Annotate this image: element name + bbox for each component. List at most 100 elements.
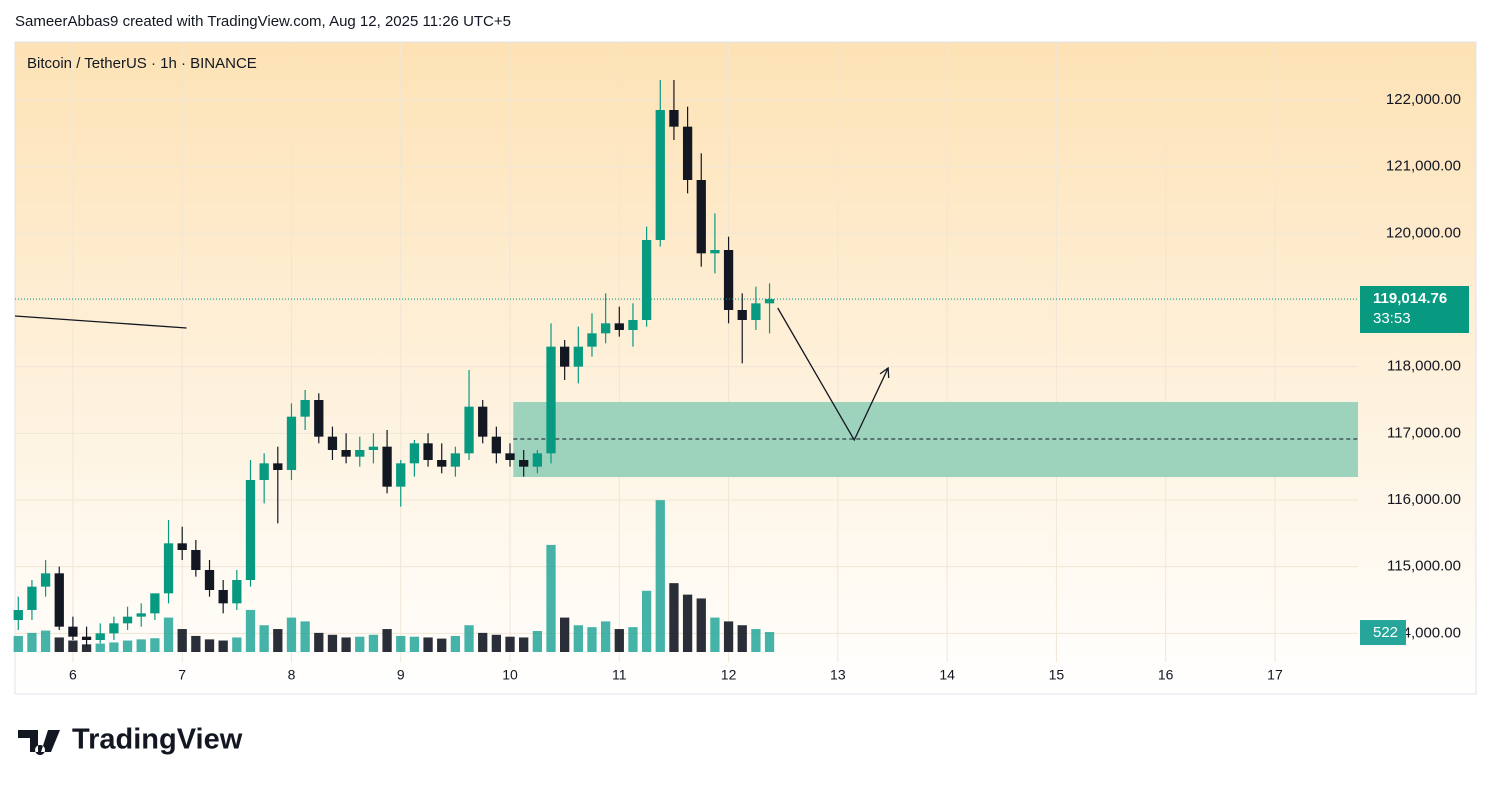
candle-body xyxy=(737,310,747,320)
volume-bar xyxy=(614,629,624,652)
volume-bar xyxy=(81,644,92,652)
candle-body xyxy=(532,453,542,467)
candle-body xyxy=(355,450,365,457)
candle-body xyxy=(95,633,105,640)
volume-bar xyxy=(519,637,529,652)
chart-title: Bitcoin / TetherUS · 1h · BINANCE xyxy=(27,55,257,72)
candle-body xyxy=(382,446,392,487)
y-tick-label: 121,000.00 xyxy=(1386,158,1461,175)
volume-bar xyxy=(300,621,310,652)
y-tick-label: 115,000.00 xyxy=(1387,558,1461,575)
price-label: 119,014.76 xyxy=(1373,290,1447,307)
volume-bar xyxy=(54,637,64,652)
volume-bar xyxy=(723,621,734,652)
candle-body xyxy=(314,400,324,437)
candle-body xyxy=(696,180,706,254)
candle-body xyxy=(300,400,310,417)
x-tick-label: 17 xyxy=(1267,667,1283,683)
x-tick-label: 16 xyxy=(1158,667,1174,683)
volume-label: 522 xyxy=(1373,624,1398,641)
volume-bar xyxy=(368,634,379,652)
volume-bar xyxy=(122,640,133,652)
volume-bar xyxy=(600,621,611,652)
candle-body xyxy=(573,346,583,367)
y-tick-label: 118,000.00 xyxy=(1387,358,1461,375)
header: SameerAbbas9 created with TradingView.co… xyxy=(15,13,511,30)
arrow-path xyxy=(777,307,889,442)
candle-body xyxy=(150,593,160,614)
volume-bar xyxy=(491,634,502,652)
candle-body xyxy=(505,453,515,460)
volume-bar xyxy=(423,637,433,652)
volume-bar xyxy=(245,609,256,652)
volume-bar xyxy=(437,638,447,652)
candle-body xyxy=(13,610,23,620)
candle-body xyxy=(519,460,529,467)
volume-bar xyxy=(327,634,338,652)
candle-body xyxy=(204,570,215,590)
volume-bar xyxy=(464,625,474,652)
volume-bar xyxy=(409,636,420,652)
volume-bar xyxy=(40,630,51,652)
candle-body xyxy=(286,416,297,470)
volume-bar xyxy=(109,642,119,652)
candle-body xyxy=(764,299,775,304)
volume-bar xyxy=(655,500,665,652)
volume-bar xyxy=(232,637,242,652)
grid xyxy=(15,42,1358,662)
volume-bar xyxy=(450,635,461,652)
candle-body xyxy=(641,240,652,320)
x-tick-label: 10 xyxy=(502,667,518,683)
candle-body xyxy=(710,250,720,254)
candle-body xyxy=(273,463,283,470)
volume-bar xyxy=(751,629,761,652)
candle-body xyxy=(655,110,665,240)
logo-mark xyxy=(18,730,60,755)
volume-bar xyxy=(478,632,488,652)
candle-body xyxy=(68,626,78,637)
volume-bar xyxy=(68,640,78,652)
candle-body xyxy=(409,443,420,464)
arrow-head xyxy=(879,366,890,379)
volume-bar xyxy=(764,632,775,652)
candle-body xyxy=(122,616,133,624)
volume-bar xyxy=(587,627,597,652)
candle-body xyxy=(723,250,734,310)
candle-body xyxy=(751,303,761,320)
volume-bar xyxy=(505,636,515,652)
volume-bar xyxy=(573,625,583,652)
candle-body xyxy=(669,110,679,127)
trendline xyxy=(14,315,187,329)
candle-body xyxy=(396,463,406,487)
candle-body xyxy=(232,580,242,604)
price-axis: 6 7 8 9 10 11 12 13 14 15 16 17114,000.00115,000.00… xyxy=(69,91,1469,683)
logo: TradingView xyxy=(72,724,243,756)
x-tick-label: 12 xyxy=(721,667,737,683)
volume-bar xyxy=(641,590,652,652)
volume-bar xyxy=(682,594,693,652)
x-tick-label: 11 xyxy=(612,667,627,683)
x-tick-label: 14 xyxy=(939,667,955,683)
x-tick-label: 6 xyxy=(69,667,77,683)
chart-area xyxy=(14,41,1477,695)
volume-bar xyxy=(314,632,324,652)
volume-bar xyxy=(163,617,174,652)
candle-body xyxy=(682,126,693,180)
candle-body xyxy=(136,613,146,617)
volume-label-box xyxy=(1360,620,1406,646)
y-tick-label: 122,000.00 xyxy=(1386,91,1461,108)
candle-body xyxy=(177,543,187,550)
price-label-box xyxy=(1360,286,1469,334)
volume-bar xyxy=(696,598,706,652)
countdown: 33:53 xyxy=(1373,310,1411,327)
volume-bar xyxy=(136,639,146,652)
candle-body xyxy=(27,586,37,610)
candle-body xyxy=(423,443,433,460)
volume-bar xyxy=(355,636,365,652)
volume-bar xyxy=(628,627,638,652)
candle-body xyxy=(587,333,597,347)
volume-bar xyxy=(177,629,187,652)
candle-body xyxy=(191,550,201,570)
candle-body xyxy=(560,346,570,367)
y-tick-label: 116,000.00 xyxy=(1387,491,1461,508)
